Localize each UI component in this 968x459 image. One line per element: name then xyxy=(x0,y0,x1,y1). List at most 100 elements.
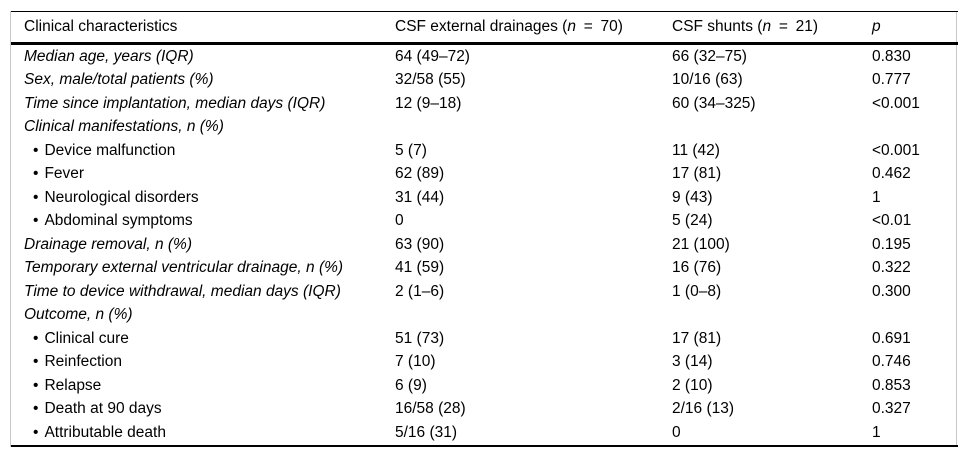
bullet-icon: • xyxy=(33,329,39,347)
table-row: Outcome, n (%) xyxy=(11,304,958,328)
table-row: Drainage removal, n (%) 63 (90) 21 (100) 0.… xyxy=(11,233,958,257)
table-row: • Neurological disorders 31 (44) 9 (43) 1 xyxy=(11,186,958,210)
value-cell: 0 xyxy=(395,212,404,230)
bullet-icon: • xyxy=(33,165,39,183)
value-cell: 2 (1–6) xyxy=(395,282,445,300)
value-cell: 51 (73) xyxy=(395,329,445,347)
row-label: Time to device withdrawal, median days (… xyxy=(24,282,341,300)
row-label: Median age, years (IQR) xyxy=(24,47,194,65)
row-label-cell: • Reinfection xyxy=(11,351,395,375)
value-cell xyxy=(672,116,872,140)
table-row: Time since implantation, median days (IQ… xyxy=(11,92,958,116)
column-header: p xyxy=(872,11,958,45)
row-label-cell: Time to device withdrawal, median days (… xyxy=(11,280,395,304)
column-header-text: n xyxy=(567,18,576,35)
value-cell: 0.691 xyxy=(872,329,911,347)
value-cell xyxy=(395,116,672,140)
value-cell: 17 (81) xyxy=(672,329,722,347)
value-cell: 0.853 xyxy=(872,376,911,394)
value-cell: 62 (89) xyxy=(395,165,445,183)
bullet-icon: • xyxy=(33,376,39,394)
row-label: Drainage removal, n (%) xyxy=(24,235,192,253)
row-label: Clinical manifestations, n (%) xyxy=(24,118,224,136)
value-cell: 0.777 xyxy=(872,71,911,89)
row-label: Outcome, n (%) xyxy=(24,306,133,324)
row-label-cell: Sex, male/total patients (%) xyxy=(11,69,395,93)
value-cell: 60 (34–325) xyxy=(672,94,756,112)
row-label-cell: Outcome, n (%) xyxy=(11,304,395,328)
value-cell: 9 (43) xyxy=(672,188,713,206)
row-label: Device malfunction xyxy=(44,141,176,159)
row-label-cell: • Death at 90 days xyxy=(11,398,395,422)
row-label-cell: • Relapse xyxy=(11,374,395,398)
value-cell: 2 (10) xyxy=(672,376,713,394)
row-label: Death at 90 days xyxy=(44,400,162,418)
row-label-cell: Drainage removal, n (%) xyxy=(11,233,395,257)
bullet-icon: • xyxy=(33,423,39,441)
row-label-cell: • Device malfunction xyxy=(11,139,395,163)
value-cell: 16/58 (28) xyxy=(395,400,466,418)
value-cell: 1 (0–8) xyxy=(672,282,722,300)
table-row: • Clinical cure 51 (73) 17 (81) 0.691 xyxy=(11,327,958,351)
value-cell: 0.327 xyxy=(872,400,911,418)
value-cell: 0.746 xyxy=(872,353,911,371)
column-header-text: = 21) xyxy=(771,18,819,35)
row-label: Relapse xyxy=(44,376,102,394)
row-label-cell: • Abdominal symptoms xyxy=(11,210,395,234)
value-cell: 6 (9) xyxy=(395,376,427,394)
column-header: CSF shunts (n = 21) xyxy=(672,11,872,45)
row-label: Abdominal symptoms xyxy=(44,212,193,230)
row-label: Clinical cure xyxy=(44,329,129,347)
row-label-cell: • Neurological disorders xyxy=(11,186,395,210)
table-header: Clinical characteristics CSF external dra… xyxy=(11,11,958,45)
value-cell: 63 (90) xyxy=(395,235,445,253)
value-cell: 32/58 (55) xyxy=(395,71,466,89)
table-header-row: Clinical characteristics CSF external dra… xyxy=(11,11,958,45)
column-header-text: n xyxy=(762,18,772,35)
column-header: Clinical characteristics xyxy=(11,11,395,45)
row-label: Sex, male/total patients (%) xyxy=(24,71,214,89)
value-cell: 16 (76) xyxy=(672,259,722,277)
clinical-characteristics-table: Clinical characteristics CSF external dra… xyxy=(11,11,958,447)
value-cell: 66 (32–75) xyxy=(672,47,747,65)
value-cell: 0.195 xyxy=(872,235,911,253)
value-cell: 2/16 (13) xyxy=(672,400,735,418)
row-label: Time since implantation, median days (IQ… xyxy=(24,94,326,112)
bullet-icon: • xyxy=(33,353,39,371)
bullet-icon: • xyxy=(33,141,39,159)
value-cell: 64 (49–72) xyxy=(395,47,470,65)
table-row: • Death at 90 days 16/58 (28) 2/16 (13) 0.32… xyxy=(11,398,958,422)
row-label: Reinfection xyxy=(44,353,122,371)
table-row: Clinical manifestations, n (%) xyxy=(11,116,958,140)
value-cell: 3 (14) xyxy=(672,353,713,371)
column-header-text: Clinical characteristics xyxy=(24,18,178,35)
value-cell: 1 xyxy=(872,188,881,206)
table-row: • Attributable death 5/16 (31) 0 1 xyxy=(11,421,958,446)
value-cell: 0.322 xyxy=(872,259,911,277)
table-row: • Abdominal symptoms 0 5 (24) <0.01 xyxy=(11,210,958,234)
table-body: Median age, years (IQR) 64 (49–72) 66 (32–… xyxy=(11,44,958,446)
row-label-cell: • Clinical cure xyxy=(11,327,395,351)
value-cell: 1 xyxy=(872,423,881,441)
row-label-cell: • Fever xyxy=(11,163,395,187)
table-row: Temporary external ventricular drainage,… xyxy=(11,257,958,281)
value-cell: 12 (9–18) xyxy=(395,94,462,112)
value-cell: 0.300 xyxy=(872,282,911,300)
value-cell: <0.001 xyxy=(872,94,920,112)
table-row: • Fever 62 (89) 17 (81) 0.462 xyxy=(11,163,958,187)
table-row: • Relapse 6 (9) 2 (10) 0.853 xyxy=(11,374,958,398)
table-frame: Clinical characteristics CSF external dra… xyxy=(10,11,958,447)
bullet-icon: • xyxy=(33,188,39,206)
value-cell: 0.462 xyxy=(872,165,911,183)
value-cell xyxy=(872,116,958,140)
value-cell: 5 (7) xyxy=(395,141,427,159)
column-header-text: CSF external drainages ( xyxy=(395,18,568,35)
row-label-cell: • Attributable death xyxy=(11,421,395,446)
column-header: CSF external drainages (n = 70) xyxy=(395,11,672,45)
value-cell: 11 (42) xyxy=(672,141,720,159)
table-row: • Reinfection 7 (10) 3 (14) 0.746 xyxy=(11,351,958,375)
value-cell: <0.01 xyxy=(872,212,912,230)
row-label: Neurological disorders xyxy=(44,188,199,206)
table-row: • Device malfunction 5 (7) 11 (42) <0.001 xyxy=(11,139,958,163)
